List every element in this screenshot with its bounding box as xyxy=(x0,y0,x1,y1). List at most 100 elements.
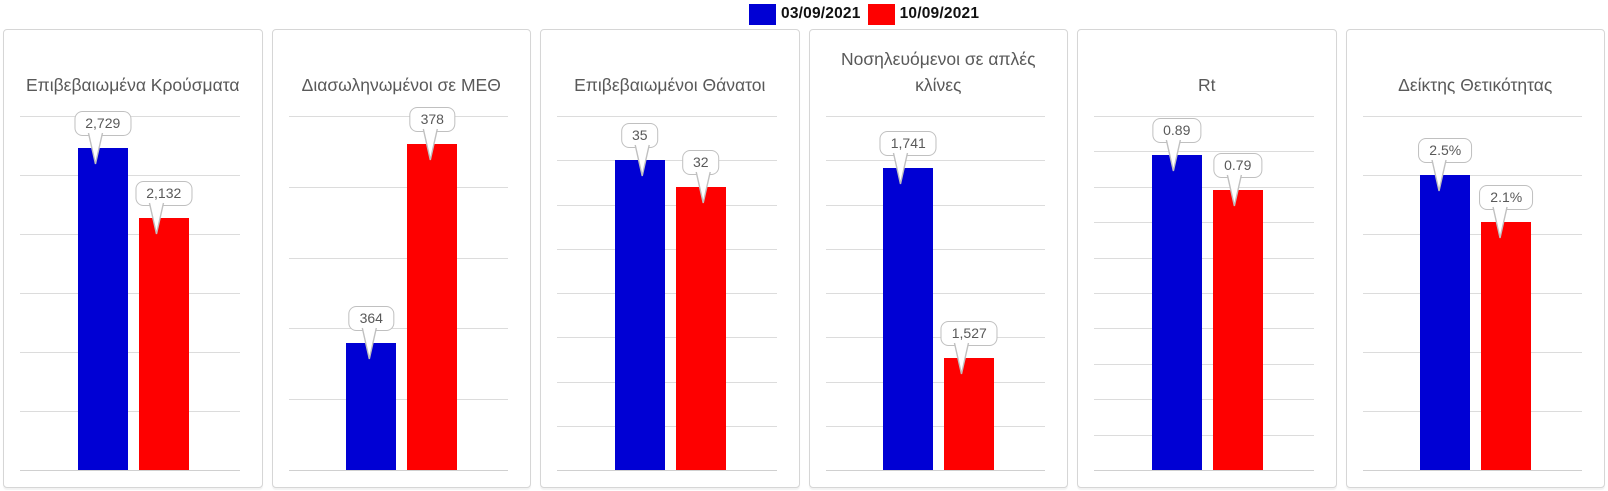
gridline xyxy=(557,381,777,383)
data-label-value: 1,527 xyxy=(951,325,987,341)
gridline xyxy=(1362,293,1582,294)
gridline xyxy=(20,352,240,353)
data-label-callout: 1,527 xyxy=(940,321,998,375)
chart-panel-rt: Rt 0.89 0.79 xyxy=(1077,29,1337,488)
bar-03-09-2021 xyxy=(614,160,665,470)
chart-panel-positivity-rate: Δείκτης Θετικότητας 2.5% 2.1% xyxy=(1345,29,1605,488)
axis-baseline xyxy=(1362,470,1582,471)
data-label-callout: 0.79 xyxy=(1213,153,1263,207)
bar-10-09-2021 xyxy=(1481,222,1532,470)
data-label-value: 364 xyxy=(359,310,383,326)
chart-title: Rt xyxy=(1198,75,1216,95)
gridline xyxy=(288,399,508,401)
gridline xyxy=(288,328,508,330)
data-label-value: 2,132 xyxy=(146,185,182,201)
gridline xyxy=(288,116,508,117)
data-label-callout: 1,741 xyxy=(879,131,937,185)
bar-10-09-2021 xyxy=(407,144,458,470)
gridline xyxy=(557,204,777,206)
legend-item-second-date: 10/09/2021 xyxy=(867,3,980,25)
callout-tail xyxy=(1165,139,1181,172)
data-label-callout: 2.1% xyxy=(1479,185,1534,239)
callout-tail xyxy=(893,152,909,185)
gridline xyxy=(1362,411,1582,412)
axis-baseline xyxy=(557,470,777,471)
bar-10-09-2021 xyxy=(944,358,995,470)
gridline xyxy=(20,175,240,176)
gridline xyxy=(825,160,1045,162)
gridline xyxy=(1094,186,1314,188)
gridline xyxy=(1094,434,1314,436)
chart-title: Επιβεβαιωμένα Κρούσματα xyxy=(25,75,240,95)
data-label-callout: 364 xyxy=(348,306,394,360)
data-label-value: 2,729 xyxy=(85,115,121,131)
data-label-value: 1,741 xyxy=(890,135,926,151)
gridline xyxy=(1362,116,1582,117)
axis-baseline xyxy=(1094,470,1314,471)
callout-tail xyxy=(954,342,970,375)
chart-legend: 03/09/2021 10/09/2021 xyxy=(749,2,982,26)
bar-03-09-2021 xyxy=(346,343,397,470)
data-label-callout: 378 xyxy=(409,107,455,161)
chart-panel-hospitalized-regular-beds: Νοσηλευόμενοι σε απλές κλίνες 1,741 1,527 xyxy=(808,29,1068,488)
gridline xyxy=(20,234,240,235)
gridline xyxy=(825,293,1045,294)
chart-title: Δείκτης Θετικότητας xyxy=(1398,75,1553,95)
legend-swatch-blue xyxy=(749,3,776,25)
plot-area: 2.5% 2.1% xyxy=(1347,116,1605,471)
axis-baseline xyxy=(288,470,508,471)
gridline xyxy=(557,116,777,117)
gridline xyxy=(20,293,240,294)
gridline xyxy=(20,411,240,412)
callout-tail xyxy=(1492,206,1508,239)
data-label-callout: 32 xyxy=(681,150,720,204)
bar-03-09-2021 xyxy=(1151,155,1202,470)
callout-tail xyxy=(634,144,650,177)
gridline xyxy=(288,186,508,188)
data-label-callout: 2,729 xyxy=(74,111,132,165)
gridline xyxy=(1094,328,1314,330)
plot-area: 0.89 0.79 xyxy=(1078,116,1336,471)
gridline xyxy=(825,116,1045,117)
data-label-value: 35 xyxy=(631,127,648,143)
data-label-value: 2.1% xyxy=(1490,189,1523,205)
axis-baseline xyxy=(20,470,240,471)
gridline xyxy=(825,425,1045,427)
gridline xyxy=(1362,175,1582,176)
legend-item-first-date: 03/09/2021 xyxy=(749,3,861,25)
data-label-callout: 0.89 xyxy=(1152,118,1202,172)
data-label-value: 2.5% xyxy=(1429,142,1462,158)
legend-swatch-red xyxy=(867,3,895,25)
gridline xyxy=(825,337,1045,339)
gridline xyxy=(557,337,777,339)
plot-area: 2,729 2,132 xyxy=(4,111,262,471)
callout-tail xyxy=(695,171,711,204)
gridline xyxy=(1362,234,1582,235)
data-label-value: 0.79 xyxy=(1224,157,1252,173)
gridline xyxy=(1094,363,1314,365)
gridline xyxy=(825,204,1045,206)
gridline xyxy=(557,160,777,162)
bar-03-09-2021 xyxy=(1420,175,1471,470)
chart-panel-icu-intubated: Διασωληνωμένοι σε ΜΕΘ 364 378 xyxy=(271,29,531,488)
gridline xyxy=(1094,222,1314,224)
gridline xyxy=(1362,352,1582,353)
gridline xyxy=(1094,399,1314,401)
bar-10-09-2021 xyxy=(675,187,726,470)
callout-tail xyxy=(1226,174,1242,207)
legend-label: 03/09/2021 xyxy=(781,5,861,22)
data-label-value: 0.89 xyxy=(1163,122,1191,138)
chart-title: Διασωληνωμένοι σε ΜΕΘ xyxy=(301,75,501,95)
callout-tail xyxy=(87,132,103,165)
chart-panel-confirmed-cases: Επιβεβαιωμένα Κρούσματα 2,729 2,132 xyxy=(3,29,263,488)
legend-label: 10/09/2021 xyxy=(899,5,980,22)
bar-10-09-2021 xyxy=(138,218,189,470)
bar-10-09-2021 xyxy=(1212,190,1263,470)
gridline xyxy=(825,381,1045,383)
gridline xyxy=(825,248,1045,250)
bar-03-09-2021 xyxy=(883,168,934,470)
gridline xyxy=(1094,257,1314,259)
chart-panel-confirmed-deaths: Επιβεβαιωμένοι Θάνατοι 35 32 xyxy=(540,29,800,488)
data-label-callout: 2,132 xyxy=(135,181,193,235)
